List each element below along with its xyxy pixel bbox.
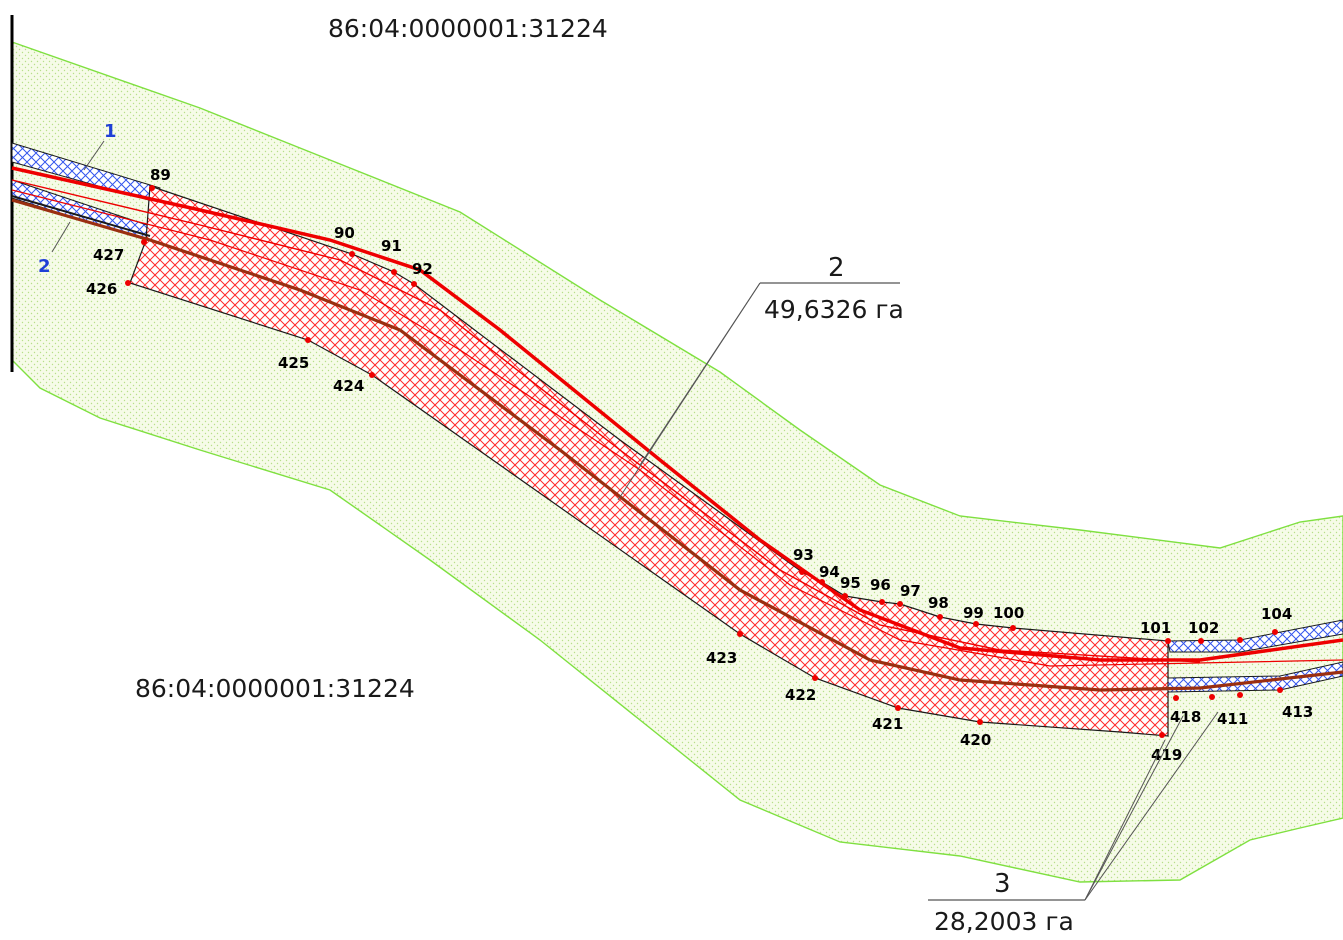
point-label-92: 92 (412, 260, 433, 278)
vertex-96 (879, 599, 885, 605)
line-number-2: 2 (38, 256, 51, 277)
pipeline-axis-2 (11, 198, 1343, 692)
vertex-92 (411, 281, 417, 287)
vertex-427 (141, 239, 147, 245)
callout-2-area: 49,6326 га (764, 295, 904, 324)
vertex-423 (737, 631, 743, 637)
callout-2: 2 49,6326 га (617, 253, 904, 501)
point-label-423: 423 (706, 649, 737, 667)
vertex-421 (895, 705, 901, 711)
line-number-1: 1 (104, 121, 117, 142)
vertex-422 (812, 675, 818, 681)
point-label-93: 93 (793, 546, 814, 564)
point-label-422: 422 (785, 686, 816, 704)
vertex-426 (125, 280, 131, 286)
vertex-97 (897, 601, 903, 607)
vertex-413 (1277, 687, 1283, 693)
leader-line-2 (51, 221, 71, 253)
vertex-99 (973, 621, 979, 627)
point-label-99: 99 (963, 604, 984, 622)
vertex-104b (1272, 629, 1278, 635)
point-label-425: 425 (278, 354, 309, 372)
callout-2-leader-b (639, 282, 761, 466)
vertex-411b (1237, 692, 1243, 698)
callout-3-leader-b (1084, 715, 1184, 901)
vertex-418 (1173, 695, 1179, 701)
point-label-411: 411 (1217, 710, 1248, 728)
pipeline-axis-1-thin-b (11, 189, 1343, 667)
point-label-102: 102 (1188, 619, 1219, 637)
point-label-104: 104 (1261, 605, 1292, 623)
pipeline-axis-1-thin (11, 179, 1201, 663)
vertex-98 (937, 614, 943, 620)
cadastral-number-top: 86:04:0000001:31224 (328, 14, 608, 43)
vertex-91 (391, 269, 397, 275)
point-label-101: 101 (1140, 619, 1171, 637)
pipeline-axis-2-dark (11, 195, 151, 237)
vertex-93 (799, 569, 805, 575)
point-label-418: 418 (1170, 708, 1201, 726)
point-label-419: 419 (1151, 746, 1182, 764)
vertex-89 (149, 185, 155, 191)
cadastral-number-bottom: 86:04:0000001:31224 (135, 674, 415, 703)
vertex-102 (1198, 638, 1204, 644)
point-label-89: 89 (150, 166, 171, 184)
vertex-points (125, 185, 1283, 738)
point-label-95: 95 (840, 574, 861, 592)
vertex-419 (1159, 732, 1165, 738)
vertex-424 (369, 372, 375, 378)
vertex-104 (1237, 637, 1243, 643)
vertex-95 (842, 593, 848, 599)
callout-3-area: 28,2003 га (934, 907, 1074, 936)
vertex-100 (1010, 625, 1016, 631)
point-label-421: 421 (872, 715, 903, 733)
pipeline-axis-1 (11, 166, 1343, 662)
vertex-420 (977, 719, 983, 725)
vertex-101 (1165, 638, 1171, 644)
point-label-96: 96 (870, 576, 891, 594)
point-label-427: 427 (93, 246, 124, 264)
vertex-90 (349, 251, 355, 257)
point-label-97: 97 (900, 582, 921, 600)
vertex-94 (819, 579, 825, 585)
callout-3-leader-c (1084, 739, 1166, 901)
point-label-90: 90 (334, 224, 355, 242)
point-label-94: 94 (819, 563, 840, 581)
callout-3-leader-a (1084, 711, 1219, 901)
callout-3-number: 3 (994, 869, 1011, 899)
blue-strip-right-2 (1167, 661, 1343, 693)
point-label-100: 100 (993, 604, 1024, 622)
vertex-labels: 89 90 91 92 93 94 95 96 97 98 99 100 101… (86, 166, 1313, 764)
point-label-413: 413 (1282, 703, 1313, 721)
protection-zone (11, 41, 1343, 883)
vertex-411 (1209, 694, 1215, 700)
callout-3: 3 28,2003 га (928, 711, 1219, 936)
leader-line-1 (83, 140, 105, 171)
point-label-426: 426 (86, 280, 117, 298)
point-label-424: 424 (333, 377, 364, 395)
point-label-91: 91 (381, 237, 402, 255)
point-label-98: 98 (928, 594, 949, 612)
callout-2-number: 2 (828, 253, 845, 283)
point-label-420: 420 (960, 731, 991, 749)
vertex-425 (305, 337, 311, 343)
